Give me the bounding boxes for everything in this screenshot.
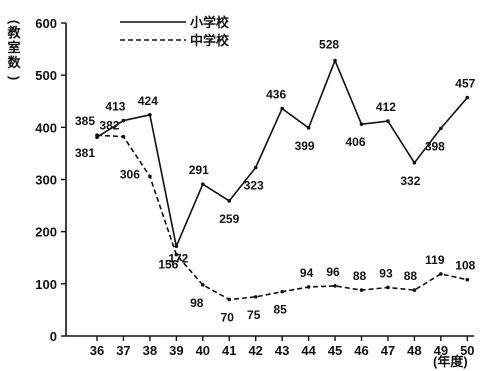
data-label: 385 <box>75 114 95 128</box>
data-label: 156 <box>158 258 178 272</box>
data-label: 96 <box>326 265 340 279</box>
legend-label: 中学校 <box>190 33 230 48</box>
data-label: 259 <box>219 212 239 226</box>
x-tick-label: 46 <box>354 343 368 358</box>
data-point <box>386 119 390 123</box>
data-point <box>201 182 205 186</box>
data-label: 398 <box>425 139 445 153</box>
data-point <box>439 272 443 276</box>
series-lines <box>95 58 470 302</box>
y-axis-label-char: ( <box>7 20 22 25</box>
y-axis-label-char: 教 <box>6 25 21 40</box>
data-point <box>333 284 337 288</box>
data-point <box>148 113 152 117</box>
x-tick-label: 47 <box>381 343 395 358</box>
y-tick-label: 500 <box>35 68 57 83</box>
x-tick-label: 37 <box>116 343 130 358</box>
y-axis-label: (教室数) <box>6 20 22 80</box>
data-point <box>253 165 258 170</box>
data-point <box>280 106 284 111</box>
data-point <box>174 252 179 257</box>
x-tick-label: 38 <box>143 343 157 358</box>
data-label: 399 <box>295 139 315 153</box>
data-point <box>412 161 417 165</box>
data-point <box>412 288 417 292</box>
data-point <box>201 283 205 287</box>
data-label: 70 <box>221 310 235 324</box>
x-tick-label: 41 <box>222 343 236 358</box>
data-label: 528 <box>319 38 339 52</box>
y-tick-label: 200 <box>35 225 57 240</box>
data-point <box>148 174 152 179</box>
data-label: 412 <box>376 100 396 114</box>
data-point <box>333 58 337 63</box>
data-point <box>306 285 311 289</box>
data-label: 88 <box>353 269 367 283</box>
y-axis-label-char: 数 <box>7 55 21 70</box>
y-tick-label: 300 <box>35 173 57 188</box>
x-tick-label: 48 <box>407 343 421 358</box>
legend-label: 小学校 <box>190 15 230 30</box>
data-point <box>439 126 443 131</box>
data-label: 108 <box>455 259 475 273</box>
data-point <box>359 122 364 127</box>
data-point <box>121 134 126 139</box>
x-tick-label: 39 <box>169 343 183 358</box>
data-point <box>359 288 364 292</box>
data-point <box>95 133 99 137</box>
y-tick-label: 600 <box>35 16 57 31</box>
data-label: 424 <box>138 94 158 108</box>
data-point <box>227 199 232 203</box>
x-tick-label: 49 <box>434 343 448 358</box>
y-axis-label-char: 室 <box>7 40 20 55</box>
data-label: 382 <box>99 119 119 133</box>
y-tick-label: 0 <box>50 329 57 344</box>
data-point <box>386 285 390 290</box>
data-point <box>306 126 311 130</box>
data-label: 332 <box>400 174 420 188</box>
x-tick-label: 45 <box>328 343 342 358</box>
x-tick-label: 50 <box>460 343 474 358</box>
data-label: 98 <box>190 296 204 310</box>
y-axis-ticks: 0 100 200 300 400 500 600 <box>35 16 66 344</box>
x-axis-ticks: 36 37 38 39 40 41 42 43 44 45 46 47 48 49 50 <box>90 336 475 358</box>
data-label: 306 <box>120 167 140 181</box>
x-tick-label: 43 <box>275 343 289 358</box>
data-label: 291 <box>189 163 209 177</box>
data-label: 88 <box>404 269 418 283</box>
data-label: 94 <box>300 266 314 280</box>
data-label: 172 <box>168 251 188 265</box>
data-point <box>121 118 126 123</box>
data-label: 457 <box>455 77 475 91</box>
data-point <box>227 297 232 302</box>
data-point <box>280 289 284 294</box>
data-label: 413 <box>105 100 125 114</box>
data-label: 85 <box>273 303 287 317</box>
data-label: 75 <box>247 308 261 322</box>
data-label: 406 <box>345 135 365 149</box>
data-labels: 381 413 424 172 291 259 323 436 399 528 406 412 332 3… <box>75 38 476 325</box>
x-tick-label: 44 <box>301 343 316 358</box>
data-point <box>253 295 258 299</box>
y-axis-label-char: ) <box>7 76 22 80</box>
data-point <box>465 95 470 100</box>
y-tick-label: 100 <box>35 277 57 292</box>
data-point <box>174 244 179 249</box>
x-tick-label: 40 <box>196 343 210 358</box>
y-tick-label: 400 <box>35 120 57 135</box>
data-label: 323 <box>244 179 264 193</box>
data-point <box>465 277 470 282</box>
x-tick-label: 36 <box>90 343 104 358</box>
data-label: 436 <box>266 88 286 102</box>
data-label: 93 <box>379 266 393 280</box>
data-label: 381 <box>75 146 95 160</box>
x-axis-label: (年度) <box>433 354 468 369</box>
x-tick-label: 42 <box>248 343 262 358</box>
data-label: 119 <box>425 253 445 267</box>
